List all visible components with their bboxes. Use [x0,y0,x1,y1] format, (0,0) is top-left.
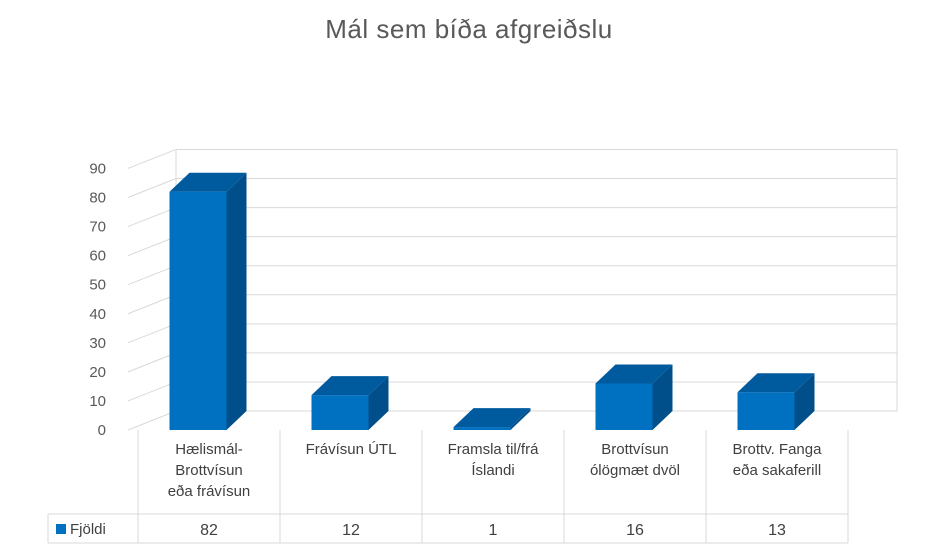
category-label: Framsla til/frá Íslandi [448,441,540,479]
gridline-side [127,294,177,315]
gridline-side [127,381,177,402]
series-name: Fjöldi [70,521,106,538]
legend-key [56,524,66,534]
data-value: 82 [200,522,218,539]
category-label: Brottvísun ólögmæt dvöl [590,441,680,479]
bar-front [169,191,227,431]
y-tick-label: 0 [98,422,106,439]
bar-front [737,392,795,431]
gridline-side [127,323,177,344]
gridlines [127,148,898,431]
bars [169,172,815,431]
bar-side [226,172,247,430]
y-tick-label: 60 [89,248,106,265]
gridline-side [127,265,177,286]
bar-side [794,373,815,430]
y-tick-label: 50 [89,277,106,294]
bar-front [595,383,653,431]
data-value: 12 [342,522,360,539]
y-tick-label: 80 [89,190,106,207]
category-label: Frávísun ÚTL [306,441,397,458]
bar-front [453,427,511,431]
gridline-side [127,178,177,198]
category-label: Brottv. Fanga eða sakaferill [733,441,823,479]
bar-top [453,408,531,428]
bar [737,373,815,431]
y-tick-label: 90 [89,160,106,177]
chart-title: Mál sem bíða afgreiðslu [325,14,613,44]
bar-top [595,364,673,384]
category-label: Hælismál-Brottvísun eða frávísun [168,441,251,500]
y-tick-label: 10 [89,393,106,410]
bar-side [510,408,531,430]
bar-side [652,364,673,430]
bar-top [311,376,389,396]
data-table: Hælismál-Brottvísun eða frávísun Frávísun … [47,430,849,544]
y-tick-label: 20 [89,364,106,381]
gridline-side [127,410,177,431]
bar [311,376,389,431]
y-tick-label: 30 [89,335,106,352]
bar [169,172,247,431]
data-value: 16 [626,522,644,539]
gridline-side [127,207,177,228]
bar-top [737,373,815,393]
bar [595,364,673,431]
bar-front [311,395,369,431]
y-axis: 0 10 20 30 40 50 60 70 80 90 [89,160,106,439]
gridline-side [127,148,177,169]
bar [453,408,531,431]
gridline-side [127,236,177,257]
bar-side [368,376,389,430]
data-value: 1 [489,522,498,539]
y-tick-label: 40 [89,306,106,323]
data-value: 13 [768,522,786,539]
bar-top [169,172,247,192]
y-tick-label: 70 [89,219,106,236]
gridline-side [127,352,177,373]
